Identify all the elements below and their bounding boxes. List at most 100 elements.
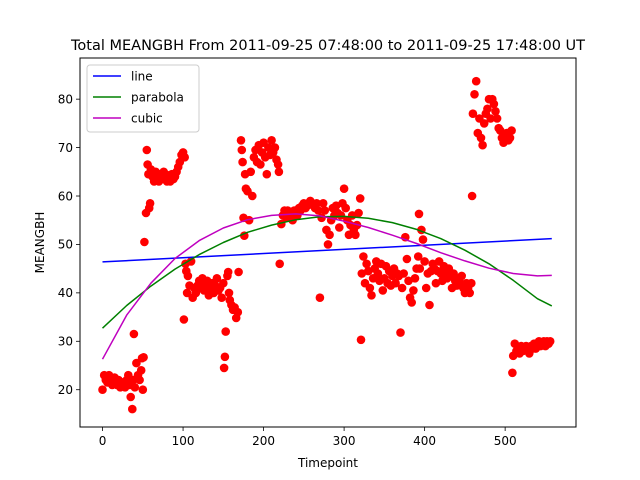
data-point: [378, 286, 388, 295]
fit-lines: [101, 213, 553, 360]
data-point: [396, 328, 405, 337]
data-point: [471, 76, 481, 86]
data-point: [391, 278, 400, 288]
x-tick-label: 500: [494, 434, 517, 448]
plot-frame: [79, 57, 577, 428]
data-point: [365, 283, 375, 293]
data-point: [397, 283, 407, 293]
data-point: [507, 126, 516, 135]
data-point: [373, 269, 383, 278]
y-tick-label: 20: [58, 383, 73, 397]
data-point: [140, 237, 149, 247]
data-point: [275, 259, 285, 269]
series-cubic-line: [101, 213, 552, 360]
data-point: [128, 404, 137, 414]
data-point: [413, 252, 423, 261]
data-point: [320, 206, 330, 215]
data-point: [179, 315, 189, 324]
data-point: [244, 215, 254, 225]
data-point: [505, 133, 515, 143]
data-point: [335, 223, 344, 232]
data-point: [479, 119, 489, 128]
data-point: [356, 335, 366, 345]
data-point: [126, 392, 135, 402]
y-axis-label: MEANGBH: [33, 212, 47, 274]
data-point: [130, 383, 140, 392]
x-tick-label: 0: [99, 434, 107, 448]
data-point: [491, 107, 500, 116]
legend-box: [86, 64, 200, 133]
data-point: [135, 375, 144, 385]
data-point: [478, 140, 487, 150]
y-tick-label: 40: [58, 286, 73, 300]
data-point: [336, 211, 346, 220]
data-point: [246, 167, 255, 177]
x-tick-label: 300: [333, 434, 356, 448]
data-point: [139, 353, 148, 362]
series-line-line: [102, 237, 552, 263]
data-point: [219, 363, 229, 373]
data-point: [483, 104, 492, 114]
data-point: [486, 114, 495, 123]
data-point: [315, 293, 325, 303]
data-point: [467, 278, 476, 288]
data-point: [238, 157, 247, 167]
data-point: [236, 136, 246, 145]
data-point: [467, 191, 477, 201]
data-point: [414, 209, 424, 219]
data-point: [217, 293, 226, 303]
data-point: [221, 327, 230, 336]
data-point: [465, 288, 475, 298]
data-point: [420, 257, 429, 266]
data-point: [212, 274, 222, 283]
x-tick-label: 100: [172, 434, 195, 448]
data-point: [142, 145, 152, 155]
x-tick-label: 400: [413, 434, 436, 448]
data-point: [323, 240, 333, 249]
legend-label-line: line: [131, 70, 153, 84]
legend-label-parabola: parabola: [131, 91, 184, 105]
data-point: [341, 203, 351, 213]
data-point: [234, 267, 243, 277]
scatter-points: [98, 76, 555, 414]
data-point: [489, 99, 499, 109]
data-point: [138, 385, 148, 395]
x-axis-label: Timepoint: [297, 456, 358, 470]
data-point: [270, 143, 280, 152]
data-point: [136, 366, 146, 375]
legend: line parabola cubic: [86, 64, 200, 133]
data-point: [457, 271, 467, 281]
legend-label-cubic: cubic: [131, 112, 163, 126]
data-point: [476, 133, 486, 143]
data-point: [409, 286, 418, 295]
data-point: [404, 276, 413, 286]
data-point: [220, 352, 230, 362]
data-point: [219, 278, 228, 288]
data-point: [415, 264, 425, 273]
data-point: [508, 368, 517, 378]
data-point: [312, 199, 322, 208]
data-point: [145, 199, 155, 208]
data-point: [182, 288, 192, 298]
data-point: [367, 291, 376, 300]
data-point: [355, 194, 365, 203]
data-point: [407, 298, 417, 307]
data-point: [545, 337, 555, 346]
data-point: [492, 114, 502, 123]
data-point: [267, 136, 276, 145]
y-tick-label: 30: [58, 335, 73, 349]
data-point: [237, 145, 247, 155]
x-tick-label: 200: [252, 434, 275, 448]
y-tick-label: 70: [58, 141, 73, 155]
data-point: [325, 230, 334, 240]
data-point: [186, 257, 196, 266]
y-tick-label: 50: [58, 238, 73, 252]
data-point: [354, 208, 363, 218]
series-parabola-line: [101, 215, 553, 329]
data-point: [183, 271, 193, 281]
data-point: [418, 235, 428, 244]
data-point: [362, 259, 371, 269]
data-point: [351, 230, 360, 240]
data-point: [470, 90, 479, 99]
